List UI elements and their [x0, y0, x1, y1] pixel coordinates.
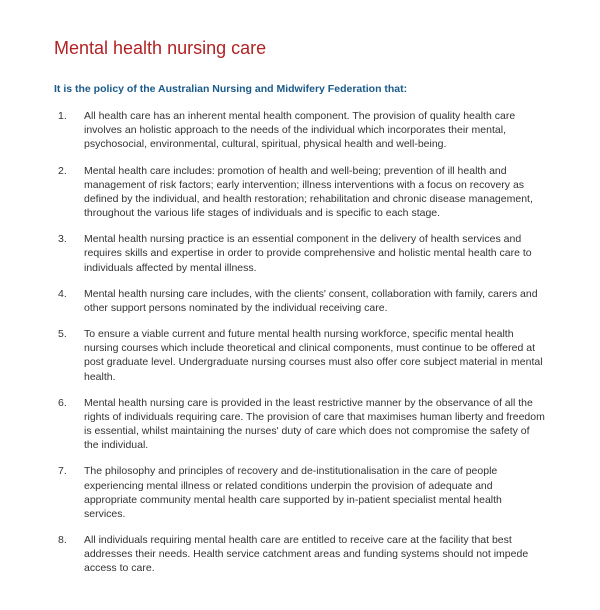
- policy-list: All health care has an inherent mental h…: [54, 109, 546, 576]
- policy-item: All health care has an inherent mental h…: [54, 109, 546, 152]
- document-page: Mental health nursing care It is the pol…: [0, 0, 600, 610]
- policy-item: Mental health nursing care is provided i…: [54, 396, 546, 453]
- policy-item: Mental health nursing care includes, wit…: [54, 287, 546, 315]
- policy-item: To ensure a viable current and future me…: [54, 327, 546, 384]
- policy-intro: It is the policy of the Australian Nursi…: [54, 83, 546, 95]
- policy-item: All individuals requiring mental health …: [54, 533, 546, 576]
- page-title: Mental health nursing care: [54, 38, 546, 59]
- policy-item: The philosophy and principles of recover…: [54, 464, 546, 521]
- policy-item: Mental health nursing practice is an ess…: [54, 232, 546, 275]
- policy-item: Mental health care includes: promotion o…: [54, 164, 546, 221]
